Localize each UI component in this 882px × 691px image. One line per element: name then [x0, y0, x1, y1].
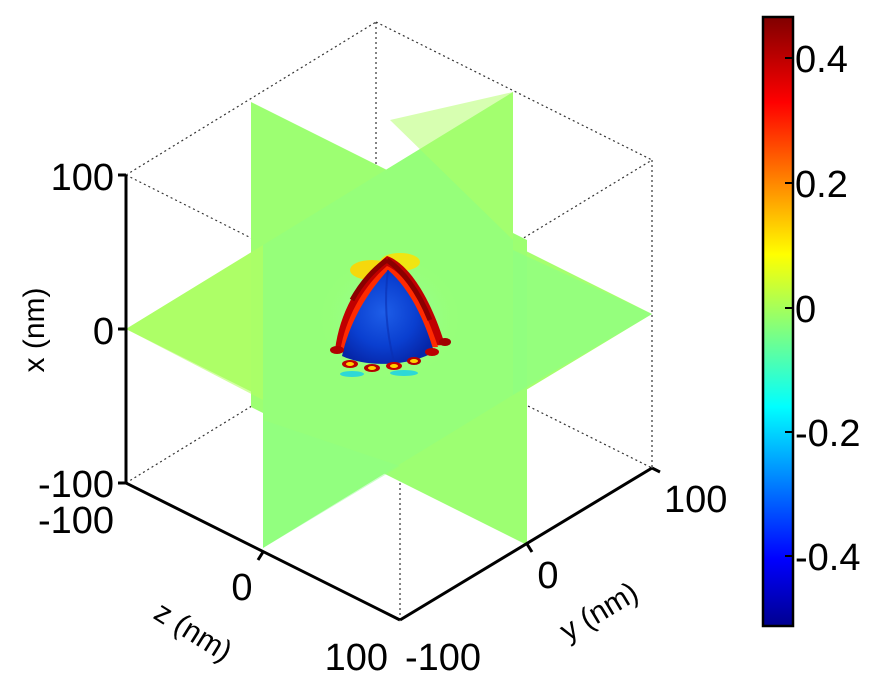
- z-axis-label: z (nm): [148, 595, 238, 668]
- colorbar-tick-0.2: 0.2: [795, 164, 848, 206]
- y-axis-label: y (nm): [554, 576, 644, 648]
- x-tick-neg100: -100: [38, 464, 114, 506]
- z-tick-100: 100: [325, 637, 388, 679]
- x-axis-label: x (nm): [18, 288, 51, 373]
- z-tick-0: 0: [231, 567, 252, 609]
- edge-hotspots: [330, 338, 451, 372]
- y-tick-0: 0: [537, 555, 558, 597]
- colorbar-ticks: [785, 57, 793, 557]
- y-tick-100: 100: [664, 479, 727, 521]
- y-tick-neg100: -100: [405, 637, 481, 679]
- colorbar-tick-neg0.4: -0.4: [795, 537, 860, 579]
- x-tick-100: 100: [51, 157, 114, 199]
- colorbar-gradient: [761, 15, 795, 628]
- z-tick-neg100: -100: [38, 500, 114, 542]
- x-tick-0: 0: [93, 311, 114, 353]
- axis-tick-marks: [118, 173, 661, 561]
- colorbar-tick-0: 0: [795, 289, 816, 331]
- colorbar-tick-0.4: 0.4: [795, 39, 848, 81]
- colorbar-tick-neg0.2: -0.2: [795, 413, 860, 455]
- colorbar: 0.4 0.2 0 -0.2 -0.4: [761, 15, 860, 628]
- particle-core: [342, 270, 434, 364]
- particle-feature: [318, 253, 462, 380]
